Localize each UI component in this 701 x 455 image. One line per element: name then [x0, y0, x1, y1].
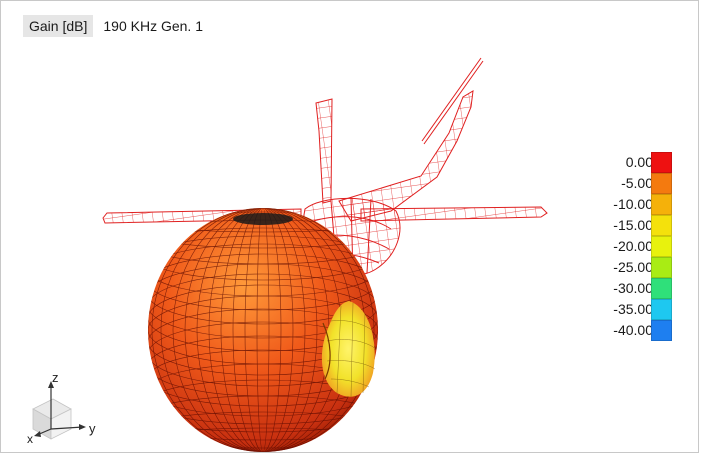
legend-swatch	[651, 299, 672, 320]
legend-entry: -30.00	[593, 278, 683, 299]
legend-entry: -15.00	[593, 215, 683, 236]
z-axis-label: z	[52, 370, 59, 385]
legend-entry: -25.00	[593, 257, 683, 278]
legend-label: 0.00	[625, 154, 653, 170]
plot-title: 190 KHz Gen. 1	[103, 18, 203, 34]
legend-entry: -5.00	[593, 173, 683, 194]
legend-label: -20.00	[613, 238, 653, 254]
legend-swatch	[651, 278, 672, 299]
legend-label: -25.00	[613, 259, 653, 275]
legend-label: -5.00	[621, 175, 653, 191]
y-axis-label: y	[89, 421, 96, 436]
legend-swatch	[651, 320, 672, 341]
radiation-pattern-lobe	[148, 208, 378, 452]
x-axis-label: x	[27, 432, 33, 446]
legend-swatch	[651, 215, 672, 236]
legend-label: -40.00	[613, 322, 653, 338]
legend-label: -30.00	[613, 280, 653, 296]
legend-entry: -40.00	[593, 320, 683, 341]
legend-swatch	[651, 152, 672, 173]
legend-swatch	[651, 236, 672, 257]
legend-label: -35.00	[613, 301, 653, 317]
legend-entry: -20.00	[593, 236, 683, 257]
tail-rotor	[421, 57, 482, 142]
pattern-null-region	[321, 301, 375, 397]
plot-header: Gain [dB] 190 KHz Gen. 1	[23, 15, 203, 37]
y-axis-line	[50, 426, 84, 430]
quantity-label: Gain [dB]	[23, 15, 94, 37]
legend-entry: -10.00	[593, 194, 683, 215]
legend-entry: 0.00	[593, 152, 683, 173]
legend-swatch	[651, 194, 672, 215]
legend-swatch	[651, 257, 672, 278]
legend-label: -15.00	[613, 217, 653, 233]
legend-label: -10.00	[613, 196, 653, 212]
legend-entry: -35.00	[593, 299, 683, 320]
rotor-blade-upper	[315, 98, 333, 204]
legend-swatch	[651, 173, 672, 194]
axis-triad[interactable]: z y x	[19, 369, 109, 447]
